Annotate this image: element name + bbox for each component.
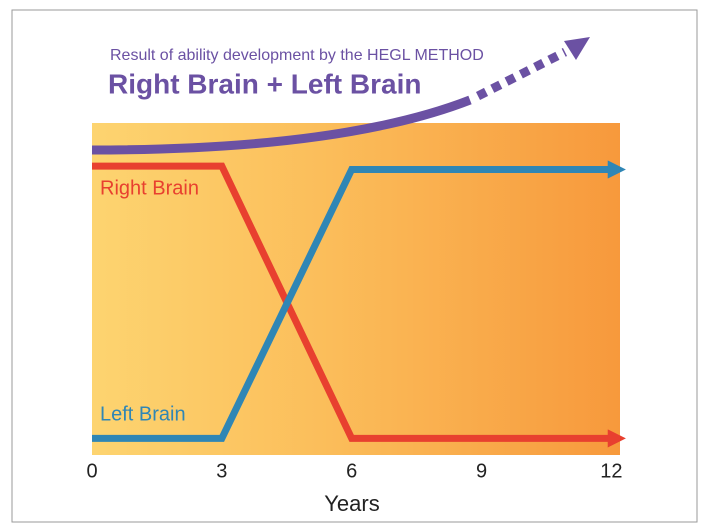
series-line [92,160,626,442]
series-label: Left Brain [100,403,186,425]
combined-arrowhead [564,37,590,60]
combined-curve [91,95,472,155]
x-axis-label: Years [324,491,379,516]
x-tick-label: 3 [216,460,227,482]
title: Right Brain + Left Brain [108,68,421,99]
x-tick-label: 9 [476,460,487,482]
plot-area [92,123,620,455]
combined-curve-dotted [475,47,568,101]
subtitle: Result of ability development by the HEG… [110,47,484,64]
x-tick-label: 0 [86,460,97,482]
frame [11,9,698,523]
x-tick-label: 12 [600,460,622,482]
data-layer: 0 3 6 9 12 Right Brain Left Brain [86,160,626,482]
series-label: Right Brain [100,177,199,199]
x-tick-label: 6 [346,460,357,482]
